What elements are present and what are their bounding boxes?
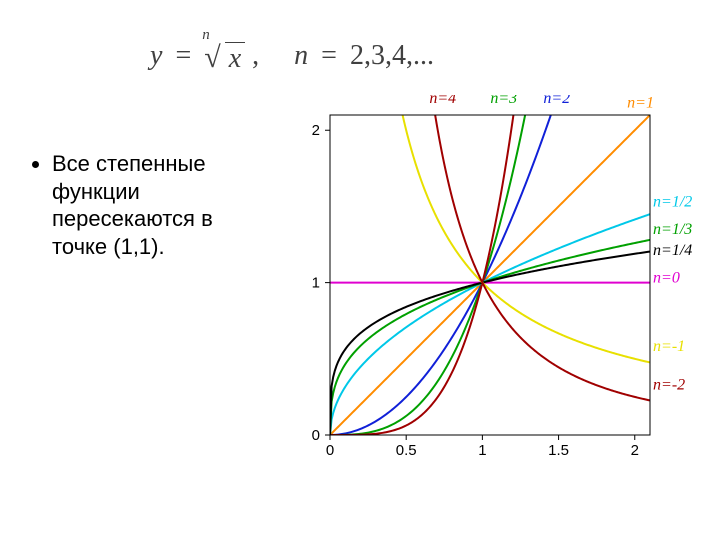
- sym-eq2: =: [321, 40, 337, 71]
- svg-text:1: 1: [312, 275, 320, 292]
- sym-values: 2,3,4,...: [350, 40, 434, 71]
- svg-text:n=1/2: n=1/2: [653, 193, 692, 210]
- svg-text:n=1: n=1: [627, 95, 654, 111]
- svg-text:1: 1: [478, 442, 486, 459]
- svg-text:n=-1: n=-1: [653, 338, 685, 355]
- sym-n: n: [294, 40, 308, 71]
- chart-svg: 0 0.5 1 1.5 2 0 1 2 n=0 n=1 n=2 n=3 n=4 n=1/2 n=1/3 n=1…: [280, 95, 700, 515]
- svg-text:n=4: n=4: [429, 95, 456, 107]
- svg-text:0: 0: [312, 427, 320, 444]
- radical-icon: √: [204, 41, 220, 74]
- svg-text:n=1/4: n=1/4: [653, 242, 692, 259]
- sym-comma: ,: [252, 40, 259, 71]
- svg-text:n=2: n=2: [543, 95, 570, 107]
- svg-text:n=3: n=3: [490, 95, 517, 107]
- svg-text:0.5: 0.5: [396, 442, 417, 459]
- svg-text:n=-2: n=-2: [653, 376, 685, 393]
- formula-block: y = n √ x , n = 2,3,4,...: [150, 40, 434, 75]
- svg-text:2: 2: [631, 442, 639, 459]
- slide: y = n √ x , n = 2,3,4,... Все степенные …: [0, 0, 720, 540]
- svg-text:0: 0: [326, 442, 334, 459]
- power-functions-chart: 0 0.5 1 1.5 2 0 1 2 n=0 n=1 n=2 n=3 n=4 n=1/2 n=1/3 n=1…: [280, 95, 700, 515]
- bullet-text: Все степенные функции пересекаются в точ…: [52, 150, 260, 260]
- sym-y: y: [150, 40, 162, 71]
- svg-text:n=0: n=0: [653, 270, 680, 287]
- svg-text:n=1/3: n=1/3: [653, 221, 692, 238]
- bullet-block: Все степенные функции пересекаются в точ…: [30, 150, 260, 260]
- root-n: n: [202, 27, 210, 44]
- root-x: x: [229, 43, 241, 74]
- svg-text:1.5: 1.5: [548, 442, 569, 459]
- svg-text:2: 2: [312, 122, 320, 139]
- sym-eq1: =: [175, 40, 191, 71]
